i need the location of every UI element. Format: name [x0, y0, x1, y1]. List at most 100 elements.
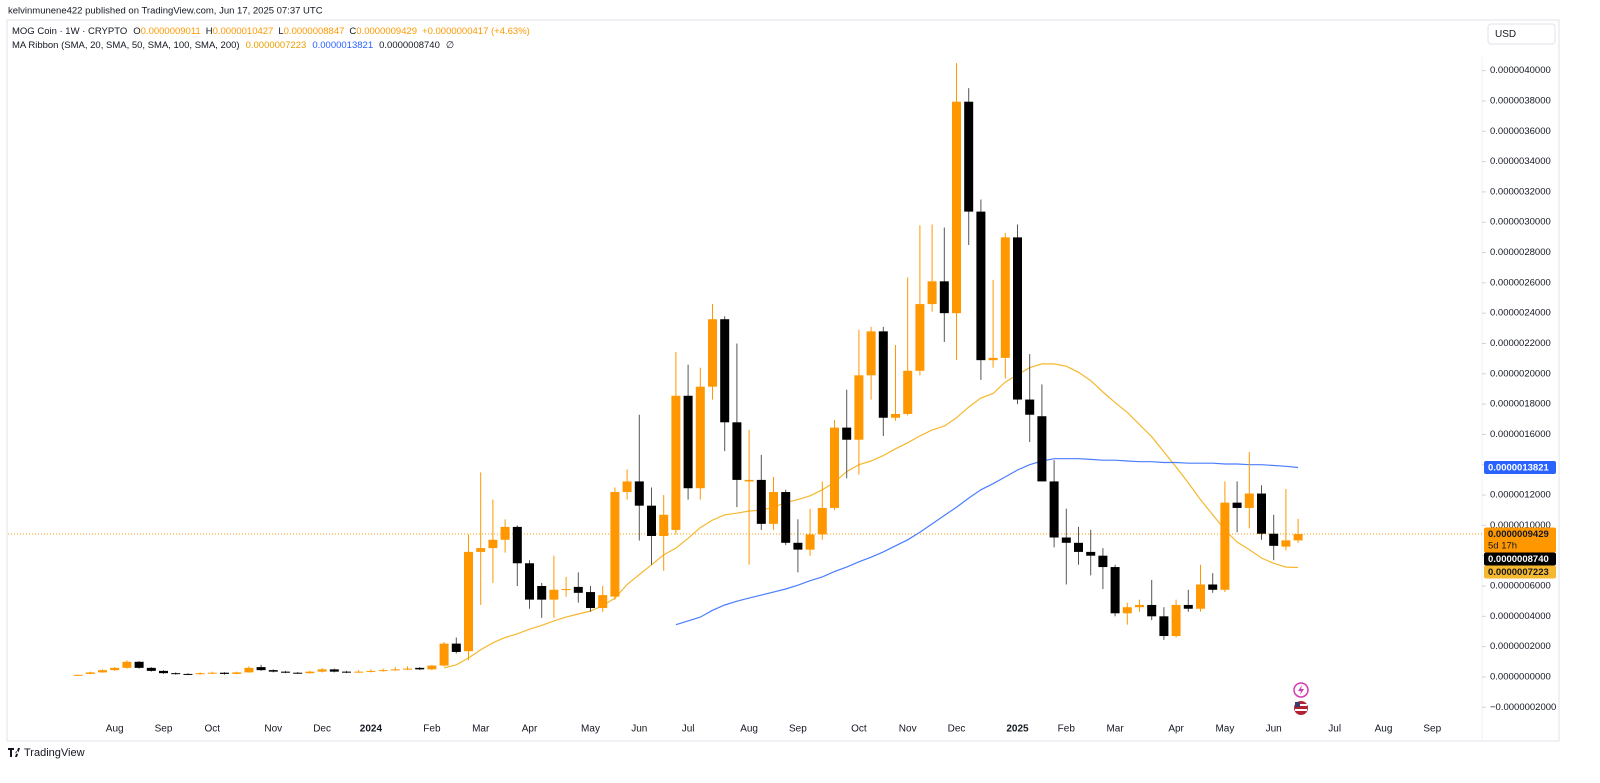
candle-body	[207, 672, 217, 674]
symbol-legend: MOG Coin · 1W · CRYPTO O0.0000009011 H0.00…	[12, 26, 530, 37]
candle-body	[647, 505, 656, 536]
y-tick-label: 0.0000012000	[1490, 490, 1551, 501]
candle-body	[952, 101, 961, 314]
y-tick-label: 0.0000032000	[1490, 186, 1551, 197]
candle-body	[671, 395, 681, 530]
y-tick-label: 0.0000024000	[1490, 308, 1551, 319]
x-tick-label: Feb	[423, 724, 441, 735]
candle-body	[281, 671, 290, 673]
candle-body	[122, 661, 132, 668]
indicator-value: 0.0000007223	[246, 40, 307, 51]
price-label: 0.0000007223	[1488, 567, 1549, 578]
candle-body	[915, 304, 925, 371]
candle-body	[134, 661, 144, 668]
candle-body	[366, 670, 376, 672]
x-tick-label: Sep	[1423, 724, 1441, 735]
y-tick-label: 0.0000020000	[1490, 368, 1551, 379]
x-tick-label: Aug	[106, 724, 124, 735]
candle-body	[1074, 542, 1083, 552]
candle-body	[232, 672, 242, 674]
y-tick-label: 0.0000016000	[1490, 429, 1551, 440]
candle-body	[781, 492, 791, 543]
ohlc-label: H	[206, 26, 213, 37]
candle-body	[342, 671, 351, 673]
candle-body	[1220, 502, 1230, 590]
x-tick-label: Nov	[264, 724, 282, 735]
brand-name[interactable]: TradingView	[24, 747, 85, 759]
candle-body	[317, 669, 327, 672]
candle-body	[793, 542, 803, 550]
x-tick-label: Oct	[205, 724, 221, 735]
candle-body	[842, 427, 852, 440]
price-label-box	[1484, 460, 1556, 474]
moving-averages	[8, 363, 1482, 669]
currency-button[interactable]	[1487, 23, 1556, 45]
candle-body	[329, 669, 339, 672]
x-tick-label: Sep	[789, 724, 807, 735]
candle-body	[549, 589, 559, 600]
y-tick-label: 0.0000028000	[1490, 247, 1551, 258]
price-label-box	[1484, 565, 1556, 579]
indicator: MA Ribbon (SMA, 20, SMA, 50, SMA, 100, S…	[12, 40, 240, 51]
indicator-value: ∅	[446, 40, 454, 51]
y-tick-label: 0.0000000000	[1490, 671, 1551, 682]
y-tick-label: 0.0000034000	[1490, 156, 1551, 167]
candle-body	[171, 673, 181, 675]
candle-body	[1293, 534, 1303, 541]
candle-body	[1171, 604, 1181, 637]
candle-body	[1147, 604, 1157, 617]
candle-body	[732, 422, 742, 480]
x-tick-label: Apr	[1168, 724, 1184, 735]
y-tick-label: 0.0000022000	[1490, 338, 1551, 349]
candle-body	[1159, 616, 1169, 637]
candle-body	[976, 211, 986, 361]
x-tick-label: Mar	[1106, 724, 1124, 735]
candle-body	[537, 586, 547, 600]
candle-body	[476, 548, 486, 552]
price-label-box	[1484, 552, 1556, 566]
y-tick-label: 0.0000010000	[1490, 520, 1551, 531]
x-tick-label: Dec	[948, 724, 966, 735]
ohlc-label: C	[349, 26, 356, 37]
candle-body	[183, 673, 193, 675]
candle-body	[586, 592, 595, 608]
candle-body	[769, 492, 778, 524]
candle-body	[1013, 237, 1022, 400]
candle-body	[403, 668, 412, 670]
y-tick-label: 0.0000026000	[1490, 277, 1551, 288]
candle-body	[720, 319, 730, 423]
candle-body	[439, 643, 449, 666]
candle-body	[1135, 604, 1144, 608]
candle-body	[85, 672, 95, 674]
candle-body	[756, 479, 766, 524]
candle-body	[610, 492, 620, 597]
candle-body	[1208, 584, 1218, 590]
candle-body	[744, 479, 754, 482]
candle-body	[354, 671, 364, 673]
candles	[73, 63, 1303, 676]
brand[interactable]: TradingView	[8, 747, 85, 759]
candle-body	[1049, 481, 1059, 538]
x-tick-label: Aug	[740, 724, 758, 735]
y-tick-label: 0.0000036000	[1490, 126, 1551, 137]
candle-body	[903, 370, 913, 414]
candle-body	[378, 670, 388, 672]
symbol: MOG Coin · 1W · CRYPTO	[12, 26, 127, 37]
candle-body	[390, 669, 400, 671]
published-line: kelvinmunene422 published on TradingView…	[8, 6, 323, 17]
candle-body	[927, 281, 937, 305]
ohlc-value: 0.0000009011	[141, 26, 201, 37]
candle-body	[854, 375, 864, 440]
candle-body	[573, 586, 583, 593]
event-icons	[1293, 682, 1309, 715]
price-label-box	[1484, 527, 1556, 553]
candle-body	[1183, 604, 1193, 609]
candle-body	[451, 643, 461, 652]
candle-body	[73, 674, 83, 676]
candle-body	[1098, 555, 1108, 568]
currency-label[interactable]: USD	[1495, 29, 1516, 40]
price-label: 0.0000013821	[1488, 462, 1549, 473]
x-tick-label: Dec	[313, 724, 331, 735]
candle-body	[1122, 607, 1132, 614]
